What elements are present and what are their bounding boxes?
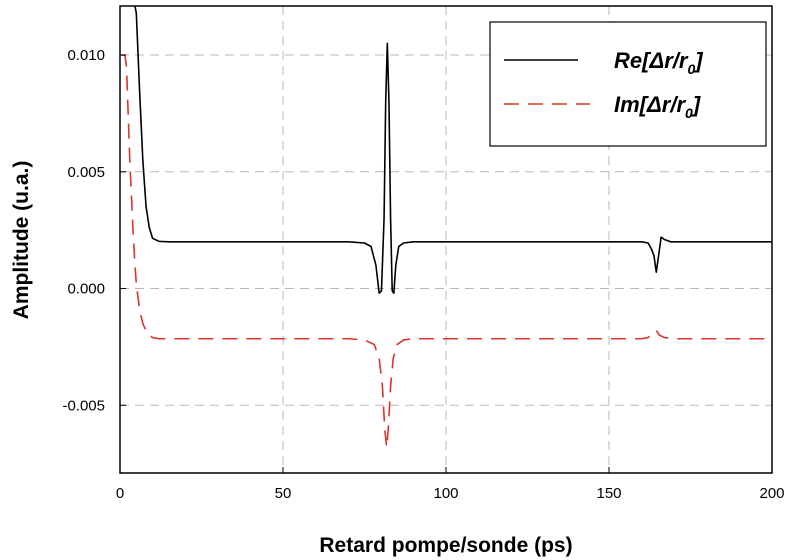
y-tick-label: 0.010	[67, 47, 105, 64]
x-tick-label: 100	[433, 485, 458, 502]
legend-label-re-main: Re[Δr/r	[614, 48, 689, 73]
x-tick-label: 0	[116, 485, 124, 502]
data-series	[121, 6, 772, 449]
y-tick-label: -0.005	[62, 397, 105, 414]
x-axis-title: Retard pompe/sonde (ps)	[319, 534, 572, 557]
x-tick-label: 200	[759, 485, 784, 502]
x-tick-label: 150	[596, 485, 621, 502]
legend-label-im: Im[Δr/r0]	[614, 92, 701, 121]
legend-label-re: Re[Δr/r0]	[614, 48, 703, 77]
legend-label-re-sub: 0	[687, 61, 695, 77]
y-axis-title: Amplitude (u.a.)	[10, 161, 33, 320]
legend-label-re-end: ]	[693, 48, 703, 73]
axis-ticks: 0 50 100 150 200 0.010 0.005 0.000 -0.005	[62, 47, 784, 502]
legend: Re[Δr/r0] Im[Δr/r0]	[489, 21, 767, 147]
x-tick-label: 50	[275, 485, 292, 502]
series-line-re	[134, 6, 772, 294]
legend-box	[489, 21, 767, 147]
y-tick-label: 0.005	[67, 164, 105, 181]
legend-label-im-end: ]	[691, 92, 701, 117]
legend-label-im-sub: 0	[685, 105, 693, 121]
y-tick-label: 0.000	[67, 281, 105, 298]
legend-label-im-main: Im[Δr/r	[614, 92, 686, 117]
series-line-im	[121, 54, 772, 449]
